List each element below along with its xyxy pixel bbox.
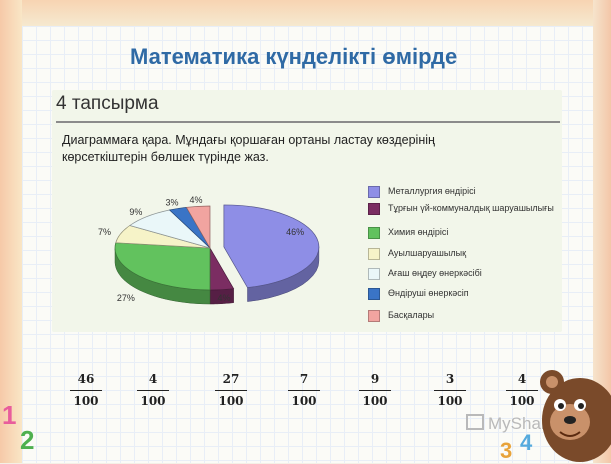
frame-top (0, 0, 611, 26)
legend-item: Басқалары (368, 310, 558, 322)
legend-item: Химия өндірісі (368, 227, 558, 239)
pie-slice-label: 4% (217, 293, 230, 303)
fraction: 9 100 (355, 370, 395, 409)
pie-slice (185, 205, 211, 250)
fraction: 7 100 (284, 370, 324, 409)
fraction: 4 100 (502, 370, 542, 409)
legend-label: Тұрғын үй-коммуналдық шаруашылығы (388, 203, 554, 213)
fraction-numerator: 9 (370, 372, 380, 386)
fraction-bar (215, 390, 247, 391)
fraction-denominator: 100 (362, 394, 388, 408)
presentation-icon (466, 414, 484, 430)
legend-swatch (368, 227, 380, 239)
fraction-denominator: 100 (437, 394, 463, 408)
frame-left (0, 0, 22, 463)
pie-chart: 46% 4% 27% 7% 9% 3% 4% (98, 195, 320, 305)
fractions-row: 46 100 4 100 27 100 7 100 9 100 3 100 4 100 (0, 370, 611, 420)
fraction-numerator: 4 (517, 372, 527, 386)
legend-swatch (368, 248, 380, 260)
fraction-bar (70, 390, 102, 391)
fraction-bar (434, 390, 466, 391)
fraction-numerator: 3 (445, 372, 455, 386)
pie-slice-label: 4% (189, 195, 202, 205)
legend-item: Өндіруші өнеркәсіп (368, 288, 558, 300)
fraction-denominator: 100 (218, 394, 244, 408)
page-title: Математика күнделікті өмірде (130, 44, 458, 69)
fraction-bar (137, 390, 169, 391)
legend-label: Басқалары (388, 310, 435, 320)
decor-number: 1 (2, 400, 17, 430)
legend-label: Ауылшаруашылық (388, 248, 467, 258)
fraction-bar (288, 390, 320, 391)
legend-swatch (368, 310, 380, 322)
legend-label: Химия өндірісі (388, 227, 449, 237)
bear-mascot-icon (540, 370, 611, 462)
decor-number: 2 (20, 425, 35, 455)
legend-swatch (368, 268, 380, 280)
legend-item: Тұрғын үй-коммуналдық шаруашылығы (368, 203, 558, 215)
pie-slice-label: 9% (129, 207, 142, 217)
fraction-numerator: 46 (77, 372, 95, 386)
fraction-bar (359, 390, 391, 391)
fraction-numerator: 4 (148, 372, 158, 386)
legend-item: Металлургия өндірісі (368, 186, 558, 198)
legend-label: Өндіруші өнеркәсіп (388, 288, 469, 298)
fraction: 4 100 (133, 370, 173, 409)
task-panel (52, 90, 562, 332)
pie-slice-label: 3% (165, 197, 178, 207)
pie-slice-label: 46% (286, 227, 304, 237)
fraction: 27 100 (211, 370, 251, 409)
fraction: 3 100 (430, 370, 470, 409)
fraction-numerator: 7 (299, 372, 309, 386)
task-text: Диаграммаға қара. Мұндағы қоршаған ортан… (62, 133, 435, 164)
legend-swatch (368, 186, 380, 198)
fraction-denominator: 100 (291, 394, 317, 408)
fraction-denominator: 100 (73, 394, 99, 408)
pie-slice-label: 7% (98, 227, 111, 237)
task-title: 4 тапсырма (56, 93, 159, 114)
legend-swatch (368, 288, 380, 300)
legend-swatch (368, 203, 380, 215)
pie-slice (223, 204, 320, 289)
pie-slice-label: 27% (117, 293, 135, 303)
legend-label: Металлургия өндірісі (388, 186, 476, 196)
frame-right (593, 0, 611, 463)
task-divider (56, 121, 560, 123)
decor-number: 4 (520, 430, 533, 455)
legend-item: Ағаш өңдеу өнеркәсібі (368, 268, 558, 280)
legend-label: Ағаш өңдеу өнеркәсібі (388, 268, 482, 278)
fraction-bar (506, 390, 538, 391)
legend-item: Ауылшаруашылық (368, 248, 558, 260)
decor-number: 3 (500, 438, 513, 463)
fraction-denominator: 100 (140, 394, 166, 408)
fraction-numerator: 27 (222, 372, 240, 386)
fraction: 46 100 (66, 370, 106, 409)
fraction-denominator: 100 (509, 394, 535, 408)
pie-slice (114, 242, 211, 291)
